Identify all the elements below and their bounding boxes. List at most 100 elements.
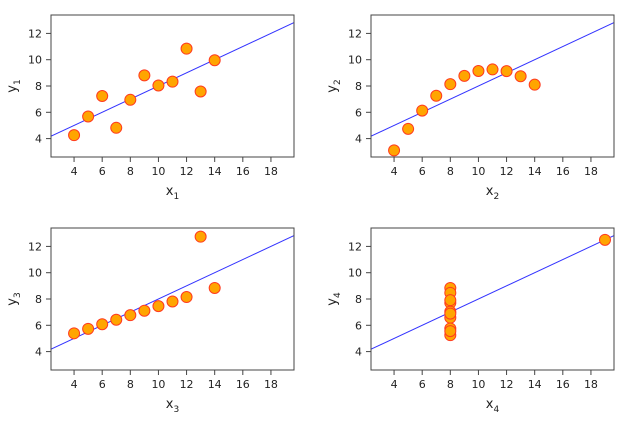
x-axis-label: x2 <box>486 184 499 202</box>
y-axis-label: y3 <box>5 292 23 305</box>
y-tick-label: 12 <box>348 27 362 40</box>
y-tick-label: 6 <box>35 106 42 119</box>
x-tick-label: 8 <box>447 165 454 178</box>
y-tick-label: 10 <box>348 54 362 67</box>
y-tick-label: 12 <box>348 240 362 253</box>
data-point <box>96 318 109 331</box>
data-point <box>152 300 165 313</box>
x-tick-label: 4 <box>71 165 78 178</box>
data-point <box>138 304 151 317</box>
x-tick-label: 10 <box>151 165 165 178</box>
data-point <box>486 63 499 76</box>
x-tick-label: 10 <box>471 378 485 391</box>
x-tick-label: 4 <box>391 378 398 391</box>
data-point <box>68 327 81 340</box>
x-tick-label: 14 <box>528 378 542 391</box>
y-tick-label: 12 <box>28 27 42 40</box>
y-tick-label: 4 <box>35 346 42 359</box>
data-point <box>180 42 193 55</box>
y-tick-label: 6 <box>35 319 42 332</box>
data-point <box>124 309 137 322</box>
data-point <box>599 233 611 246</box>
data-point <box>166 75 179 88</box>
x-tick-label: 6 <box>419 165 426 178</box>
y-tick-label: 4 <box>355 133 362 146</box>
x-tick-label: 14 <box>528 165 542 178</box>
x-tick-label: 16 <box>236 165 250 178</box>
data-point <box>444 325 457 338</box>
x-tick-label: 18 <box>584 165 598 178</box>
data-point <box>500 65 513 78</box>
x-tick-label: 4 <box>71 378 78 391</box>
x-tick-label: 12 <box>500 378 514 391</box>
y-tick-label: 8 <box>35 80 42 93</box>
x-axis-label: x1 <box>166 184 179 202</box>
x-tick-label: 8 <box>127 165 134 178</box>
data-point <box>166 295 179 308</box>
plot-frame <box>370 227 615 371</box>
x-tick-label: 18 <box>264 378 278 391</box>
x-tick-label: 10 <box>471 165 485 178</box>
x-tick-label: 12 <box>500 165 514 178</box>
data-point <box>402 122 415 135</box>
data-point <box>430 89 443 102</box>
data-point <box>444 78 457 91</box>
x-tick-label: 8 <box>127 378 134 391</box>
x-tick-label: 6 <box>419 378 426 391</box>
data-point <box>96 89 109 102</box>
x-tick-label: 6 <box>99 165 106 178</box>
y-tick-label: 4 <box>35 133 42 146</box>
x-tick-label: 8 <box>447 378 454 391</box>
data-point <box>472 65 485 78</box>
data-point <box>194 230 207 243</box>
data-point <box>458 69 471 82</box>
data-point <box>152 79 165 92</box>
x-axis-label: x3 <box>166 397 179 415</box>
data-point <box>444 307 457 320</box>
y-axis-label: y2 <box>325 79 343 92</box>
y-tick-label: 8 <box>355 80 362 93</box>
plot-frame <box>370 14 615 158</box>
data-point <box>388 144 401 157</box>
data-point <box>514 70 527 83</box>
data-point <box>124 93 137 106</box>
regression-line <box>371 22 614 137</box>
x-tick-label: 4 <box>391 165 398 178</box>
x-tick-label: 12 <box>180 378 194 391</box>
data-point <box>68 129 81 142</box>
x-tick-label: 14 <box>208 165 222 178</box>
data-point <box>110 313 123 326</box>
x-tick-label: 16 <box>236 378 250 391</box>
x-tick-label: 18 <box>584 378 598 391</box>
data-point <box>82 110 95 123</box>
y-tick-label: 10 <box>28 54 42 67</box>
y-tick-label: 8 <box>35 293 42 306</box>
data-point <box>138 69 151 82</box>
data-point <box>416 104 429 117</box>
y-tick-label: 12 <box>28 240 42 253</box>
data-point <box>194 85 207 98</box>
x-tick-label: 16 <box>556 378 570 391</box>
data-point <box>208 281 221 294</box>
y-axis-label: y4 <box>325 292 343 306</box>
y-tick-label: 10 <box>348 267 362 280</box>
x-tick-label: 16 <box>556 165 570 178</box>
x-tick-label: 18 <box>264 165 278 178</box>
data-point <box>180 291 193 304</box>
y-tick-label: 10 <box>28 267 42 280</box>
data-point <box>110 121 123 134</box>
x-tick-label: 14 <box>208 378 222 391</box>
data-point <box>528 78 541 91</box>
x-tick-label: 10 <box>151 378 165 391</box>
data-point <box>444 294 457 307</box>
x-tick-label: 6 <box>99 378 106 391</box>
regression-line <box>371 235 614 350</box>
x-axis-label: x4 <box>486 397 500 415</box>
y-axis-label: y1 <box>5 79 23 92</box>
data-point <box>208 54 221 67</box>
